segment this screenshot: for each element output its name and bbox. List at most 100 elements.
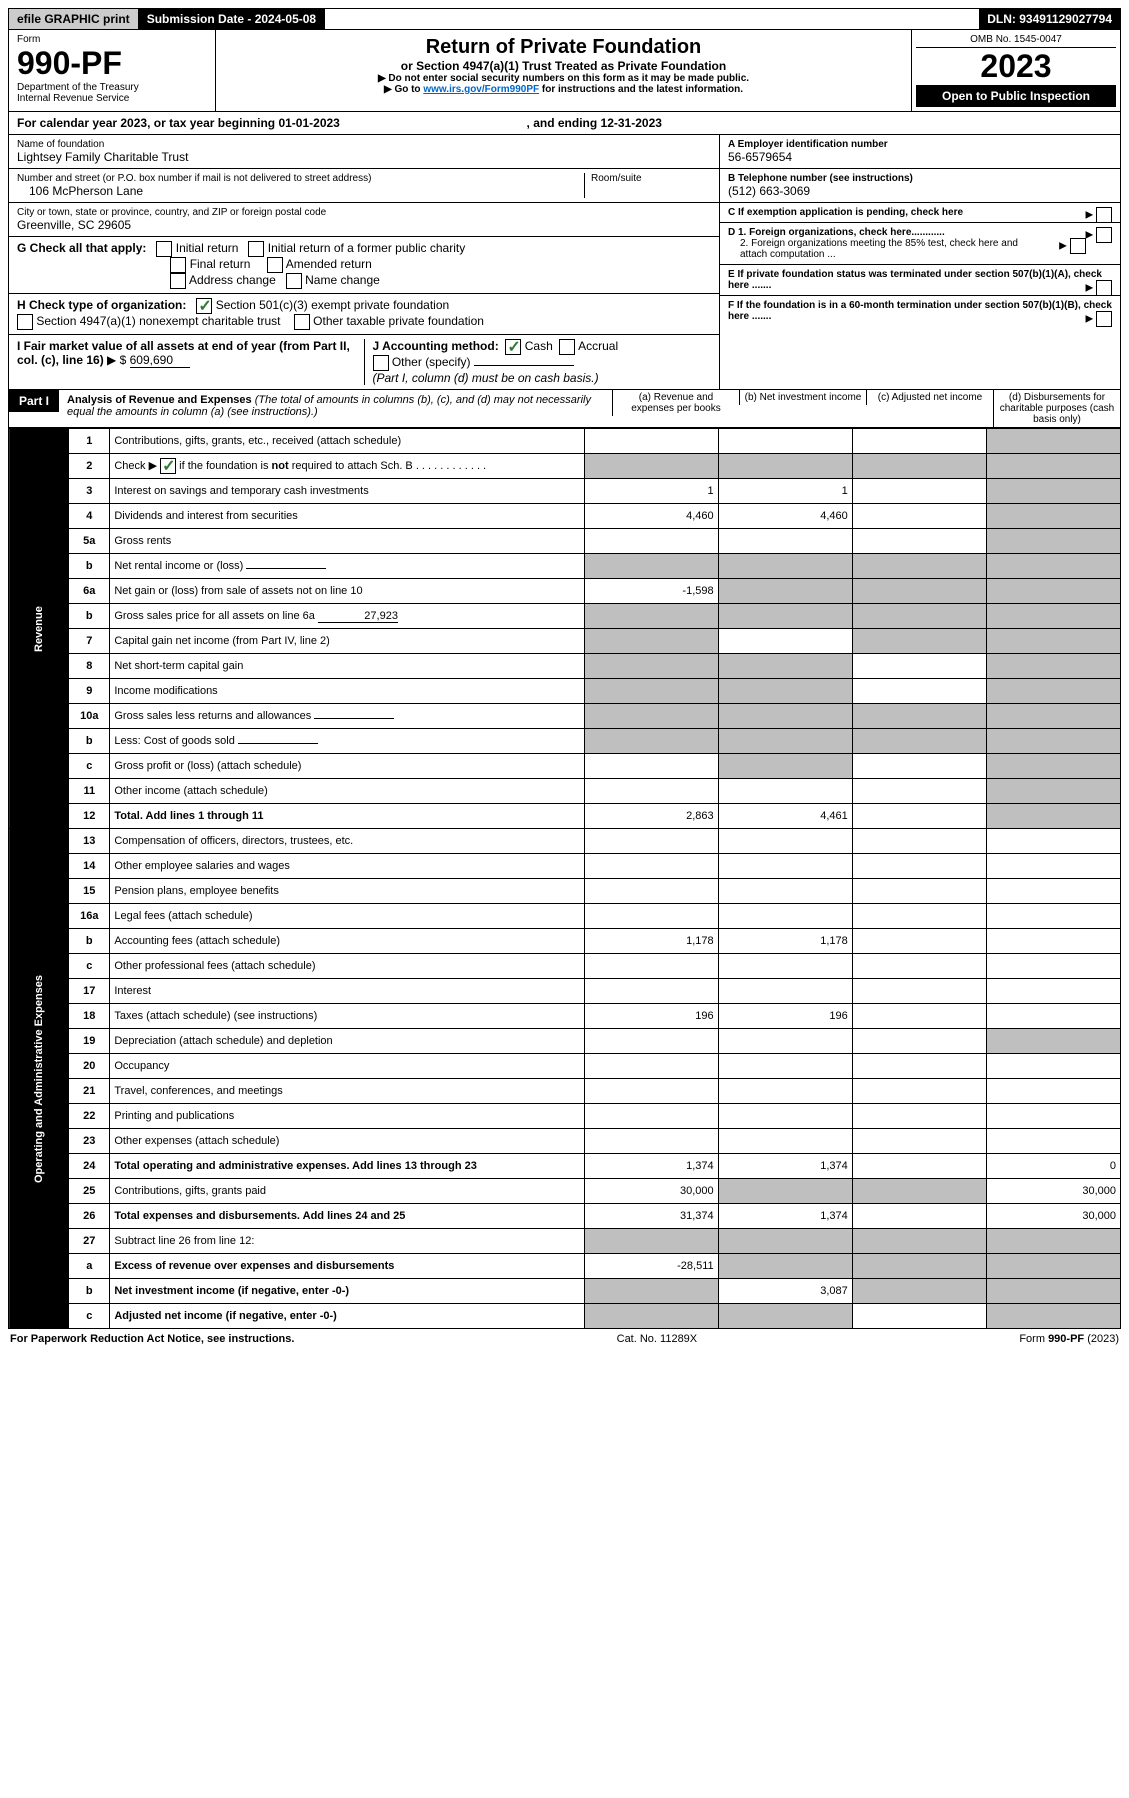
address: 106 McPherson Lane: [17, 184, 584, 198]
line-description: Other professional fees (attach schedule…: [110, 954, 584, 979]
cell-value: [852, 954, 986, 979]
table-row: 9Income modifications: [9, 679, 1121, 704]
4947-checkbox[interactable]: [17, 314, 33, 330]
line-description: Excess of revenue over expenses and disb…: [110, 1254, 584, 1279]
cell-value: [584, 829, 718, 854]
cell-value: 1: [718, 479, 852, 504]
f-checkbox[interactable]: [1096, 311, 1112, 327]
cell-value: [986, 904, 1120, 929]
cell-value: [718, 1254, 852, 1279]
cell-value: [986, 1254, 1120, 1279]
g-name-change: Name change: [305, 273, 380, 287]
form-header: Form 990-PF Department of the Treasury I…: [8, 30, 1121, 112]
cell-value: [718, 604, 852, 629]
final-checkbox[interactable]: [170, 257, 186, 273]
address-checkbox[interactable]: [170, 273, 186, 289]
cell-value: [718, 554, 852, 579]
addr-label: Number and street (or P.O. box number if…: [17, 173, 584, 184]
line-number: 4: [69, 504, 110, 529]
ein-label: A Employer identification number: [728, 139, 1112, 150]
table-row: 6aNet gain or (loss) from sale of assets…: [9, 579, 1121, 604]
table-row: Revenue1Contributions, gifts, grants, et…: [9, 429, 1121, 454]
cell-value: [986, 854, 1120, 879]
d1-checkbox[interactable]: [1096, 227, 1112, 243]
other-method-checkbox[interactable]: [373, 355, 389, 371]
initial-former-checkbox[interactable]: [248, 241, 264, 257]
cell-value: [852, 704, 986, 729]
accrual-checkbox[interactable]: [559, 339, 575, 355]
line-number: 19: [69, 1029, 110, 1054]
initial-checkbox[interactable]: [156, 241, 172, 257]
dept: Department of the Treasury: [17, 82, 207, 93]
other-taxable-checkbox[interactable]: [294, 314, 310, 330]
line-number: 6a: [69, 579, 110, 604]
line-description: Capital gain net income (from Part IV, l…: [110, 629, 584, 654]
part1-header: Part I Analysis of Revenue and Expenses …: [8, 390, 1121, 428]
table-row: 26Total expenses and disbursements. Add …: [9, 1204, 1121, 1229]
cell-value: [986, 954, 1120, 979]
submission-date: Submission Date - 2024-05-08: [139, 9, 325, 29]
cell-value: 30,000: [986, 1179, 1120, 1204]
cell-value: [986, 579, 1120, 604]
cash-checkbox[interactable]: [505, 339, 521, 355]
cell-value: [718, 429, 852, 454]
part1-title: Analysis of Revenue and Expenses: [67, 394, 252, 406]
j-label: J Accounting method:: [373, 339, 499, 353]
table-row: 3Interest on savings and temporary cash …: [9, 479, 1121, 504]
phone-value: (512) 663-3069: [728, 184, 1112, 198]
col-d-header: (d) Disbursements for charitable purpose…: [993, 390, 1120, 427]
cell-value: [584, 1304, 718, 1329]
table-row: bGross sales price for all assets on lin…: [9, 604, 1121, 629]
cell-value: [986, 979, 1120, 1004]
line-description: Dividends and interest from securities: [110, 504, 584, 529]
cell-value: [852, 979, 986, 1004]
foundation-name: Lightsey Family Charitable Trust: [17, 150, 711, 164]
line-description: Depreciation (attach schedule) and deple…: [110, 1029, 584, 1054]
h-4947: Section 4947(a)(1) nonexempt charitable …: [36, 314, 280, 328]
line-description: Other income (attach schedule): [110, 779, 584, 804]
table-row: bAccounting fees (attach schedule)1,1781…: [9, 929, 1121, 954]
line-description: Income modifications: [110, 679, 584, 704]
c-checkbox[interactable]: [1096, 207, 1112, 223]
cell-value: [986, 1079, 1120, 1104]
cell-value: [718, 1304, 852, 1329]
cell-value: 1,374: [718, 1204, 852, 1229]
line-number: 25: [69, 1179, 110, 1204]
f-label: F If the foundation is in a 60-month ter…: [728, 300, 1112, 322]
cell-value: [986, 554, 1120, 579]
d2-label: 2. Foreign organizations meeting the 85%…: [728, 238, 1040, 260]
cell-value: 1,178: [584, 929, 718, 954]
d2-checkbox[interactable]: [1070, 238, 1086, 254]
g-amended: Amended return: [286, 257, 372, 271]
cell-value: [584, 1104, 718, 1129]
cell-value: [852, 504, 986, 529]
schb-checkbox[interactable]: [160, 458, 176, 474]
form-title: Return of Private Foundation: [222, 36, 905, 59]
table-row: 19Depreciation (attach schedule) and dep…: [9, 1029, 1121, 1054]
cell-value: [986, 529, 1120, 554]
g-label: G Check all that apply:: [17, 241, 146, 255]
cell-value: [718, 629, 852, 654]
cell-value: [852, 1204, 986, 1229]
table-row: 7Capital gain net income (from Part IV, …: [9, 629, 1121, 654]
501c3-checkbox[interactable]: [196, 298, 212, 314]
line-description: Gross sales price for all assets on line…: [110, 604, 584, 629]
cell-value: [584, 1229, 718, 1254]
cell-value: [852, 1054, 986, 1079]
name-change-checkbox[interactable]: [286, 273, 302, 289]
cell-value: [718, 679, 852, 704]
amended-checkbox[interactable]: [267, 257, 283, 273]
h-501c3: Section 501(c)(3) exempt private foundat…: [216, 298, 449, 312]
cell-value: [852, 479, 986, 504]
cell-value: 4,461: [718, 804, 852, 829]
e-checkbox[interactable]: [1096, 280, 1112, 296]
line-description: Contributions, gifts, grants paid: [110, 1179, 584, 1204]
table-row: 15Pension plans, employee benefits: [9, 879, 1121, 904]
footer-right: Form 990-PF (2023): [1019, 1333, 1119, 1345]
goto-link[interactable]: www.irs.gov/Form990PF: [423, 84, 539, 95]
line-number: b: [69, 554, 110, 579]
cell-value: [852, 529, 986, 554]
table-row: 24Total operating and administrative exp…: [9, 1154, 1121, 1179]
cell-value: [986, 704, 1120, 729]
table-row: 21Travel, conferences, and meetings: [9, 1079, 1121, 1104]
